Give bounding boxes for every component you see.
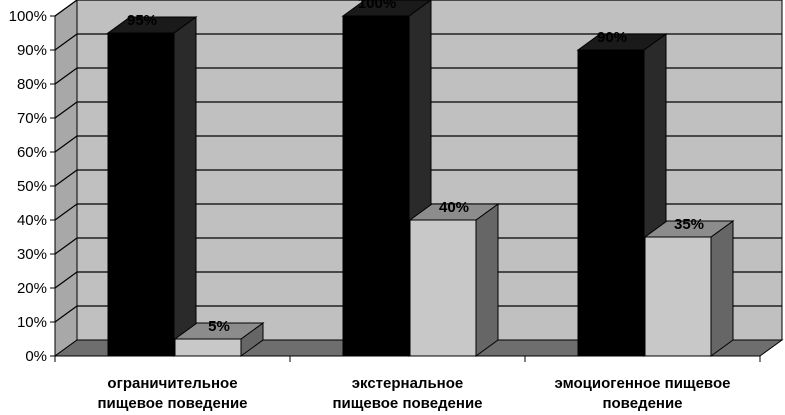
x-category-label-line: эмоциогенное пищевое xyxy=(555,375,731,392)
gridline xyxy=(54,0,782,17)
gridline xyxy=(54,203,782,221)
bar-top xyxy=(408,203,500,221)
gridline xyxy=(54,33,782,51)
bar-front xyxy=(644,236,712,357)
x-category-label: ограничительное пищевое поведение xyxy=(97,375,247,412)
y-tick-label: 30% xyxy=(17,246,47,263)
data-label: 40% xyxy=(439,199,469,216)
gridline xyxy=(54,67,782,85)
gridline xyxy=(54,237,782,255)
data-label: 5% xyxy=(208,318,230,335)
x-category-label-line: поведение xyxy=(602,395,682,412)
x-axis: ограничительное пищевое поведениеэкстерна… xyxy=(54,355,761,412)
bar-front xyxy=(174,338,242,357)
bar-front xyxy=(409,219,477,357)
gridline xyxy=(54,135,782,153)
y-tick-label: 40% xyxy=(17,212,47,229)
bar xyxy=(173,322,265,357)
gridline xyxy=(54,271,782,289)
bar-front xyxy=(342,15,410,357)
bar xyxy=(106,16,198,357)
bar-top xyxy=(341,0,432,17)
y-tick-label: 80% xyxy=(17,76,47,93)
y-tick-label: 20% xyxy=(17,280,47,297)
x-category-label-line: ограничительное xyxy=(107,375,237,392)
bar-top xyxy=(106,16,198,34)
x-category-label-line: пищевое поведение xyxy=(332,395,482,412)
gridline xyxy=(54,101,782,119)
x-category-label: экстернальное пищевое поведение xyxy=(332,375,482,412)
y-tick-label: 10% xyxy=(17,314,47,331)
y-tick-label: 70% xyxy=(17,110,47,127)
gridline xyxy=(54,305,782,323)
gridlines xyxy=(54,0,782,323)
bar-front xyxy=(107,32,175,357)
bar xyxy=(643,220,735,357)
x-category-label-line: пищевое поведение xyxy=(97,395,247,412)
y-axis: 0% 10% 20% 30% 40% 50% 60% 70% 80% 90% 100% xyxy=(9,8,56,365)
x-category-label: эмоциогенное пищевое поведение xyxy=(555,375,731,412)
bar-top xyxy=(173,322,265,340)
y-tick-label: 90% xyxy=(17,42,47,59)
y-tick-label: 0% xyxy=(25,348,47,365)
y-tick-label: 50% xyxy=(17,178,47,195)
bar-side xyxy=(173,16,197,357)
bar-top xyxy=(576,33,668,51)
bar-side xyxy=(475,203,499,357)
bar xyxy=(408,203,500,357)
data-label: 35% xyxy=(674,216,704,233)
y-tick-label: 100% xyxy=(9,8,47,25)
bar-front xyxy=(577,49,645,357)
bar-top xyxy=(643,220,735,238)
data-labels: 95% 5% 100% 40% 90% 35% xyxy=(127,0,704,335)
y-tick-label: 60% xyxy=(17,144,47,161)
bars xyxy=(106,0,735,357)
data-label: 90% xyxy=(597,29,627,46)
gridline xyxy=(54,169,782,187)
data-label: 95% xyxy=(127,12,157,29)
data-label: 100% xyxy=(358,0,396,12)
x-category-label-line: экстернальное xyxy=(352,375,464,392)
bar-side xyxy=(710,220,734,357)
